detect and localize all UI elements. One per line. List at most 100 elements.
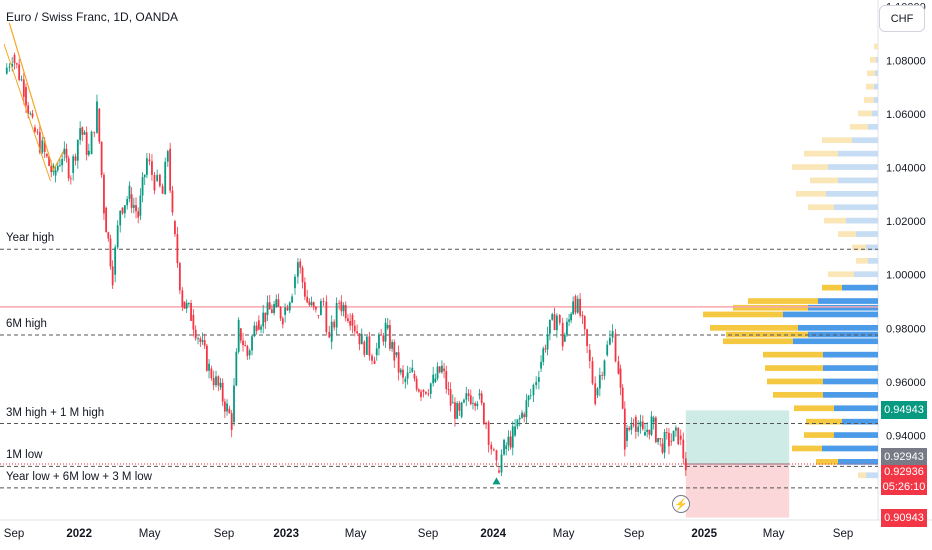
candle-body <box>128 185 131 199</box>
candle-body <box>427 393 430 395</box>
volume-profile-buy-bar <box>868 123 878 130</box>
candle-body <box>156 174 159 181</box>
candle-body <box>360 333 363 345</box>
price-axis-tick: 1.06000 <box>886 109 926 121</box>
candle-body <box>583 316 586 330</box>
candle-body <box>606 344 609 356</box>
candle-body <box>500 454 503 473</box>
candle-body <box>69 178 72 180</box>
candle-body <box>553 314 556 331</box>
price-axis-tick: 1.08000 <box>886 55 926 67</box>
entry-price-tag: 0.92943 <box>881 448 927 467</box>
candle-body <box>505 445 508 449</box>
candle-body <box>262 312 265 327</box>
volume-profile-buy-bar <box>822 445 878 452</box>
volume-profile-sell-bar <box>763 351 823 358</box>
candle-body <box>212 378 215 386</box>
candle-body <box>8 66 11 68</box>
candle-body <box>169 148 172 191</box>
candle-body <box>50 165 53 173</box>
candle-body <box>460 402 463 417</box>
time-axis-tick: Sep <box>3 528 25 540</box>
trend-line <box>8 22 64 172</box>
candle-body <box>598 374 601 389</box>
candle-body <box>474 403 477 407</box>
candle-body <box>581 314 584 317</box>
volume-profile-sell-bar <box>792 445 822 452</box>
candle-body <box>72 156 75 173</box>
volume-profile-buy-bar <box>823 392 878 398</box>
candle-body <box>382 335 385 342</box>
candle-body <box>13 54 16 64</box>
time-axis-tick: 2023 <box>273 528 299 540</box>
candle-body <box>363 341 366 355</box>
candle-body <box>549 319 551 334</box>
candle-body <box>463 399 465 403</box>
candle-body <box>25 87 27 106</box>
volume-profile-buy-bar <box>876 56 878 63</box>
candle-body <box>476 403 479 407</box>
candle-body <box>11 63 14 67</box>
volume-profile-buy-bar <box>838 459 878 465</box>
candle-body <box>299 261 302 268</box>
time-axis-tick: May <box>762 528 785 540</box>
candle-body <box>139 195 142 216</box>
volume-profile-sell-bar <box>703 311 783 318</box>
volume-profile-buy-bar <box>798 325 878 331</box>
time-axis-tick: 2025 <box>691 528 717 540</box>
candle-body <box>566 321 568 335</box>
candle-body <box>465 393 468 400</box>
candle-body <box>130 194 133 208</box>
volume-profile-buy-bar <box>834 204 878 211</box>
candle-body <box>111 266 114 286</box>
candle-body <box>525 400 528 418</box>
candle-body <box>158 174 161 187</box>
time-axis-tick: Sep <box>832 528 854 540</box>
candle-body <box>335 302 338 328</box>
candle-body <box>449 389 452 406</box>
candle-body <box>432 374 435 384</box>
candle-body <box>665 431 668 433</box>
currency-button[interactable]: CHF <box>879 5 925 32</box>
profit-zone <box>685 410 790 464</box>
candle-body <box>591 361 594 384</box>
volume-profile-buy-bar <box>846 217 878 224</box>
stop-price-tag: 0.90943 <box>881 508 927 527</box>
candle-body <box>183 301 186 309</box>
volume-profile-buy-bar <box>834 405 878 412</box>
candle-body <box>268 302 271 310</box>
candle-body <box>279 307 282 319</box>
candle-body <box>251 336 253 351</box>
candle-body <box>424 391 427 394</box>
candle-body <box>443 368 445 372</box>
candle-body <box>164 161 167 195</box>
volume-profile-buy-bar <box>828 164 878 170</box>
candle-body <box>617 361 620 374</box>
volume-profile-buy-bar <box>852 137 878 144</box>
volume-profile-buy-bar <box>874 83 878 90</box>
candle-body <box>356 331 359 334</box>
current-price-value: 0.92936 <box>884 465 924 478</box>
lightning-icon[interactable]: ⚡ <box>672 495 690 513</box>
price-axis-tick: 1.04000 <box>886 163 926 175</box>
candle-body <box>684 458 687 471</box>
volume-profile-sell-bar <box>874 43 878 50</box>
candle-body <box>239 328 242 341</box>
candle-body <box>18 64 21 80</box>
candle-body <box>197 338 199 340</box>
candle-body <box>308 301 311 305</box>
volume-profile-buy-bar <box>875 70 878 77</box>
candle-body <box>48 156 50 166</box>
candle-body <box>480 393 483 404</box>
candle-body <box>109 238 112 267</box>
candle-body <box>190 303 192 321</box>
volume-profile-buy-bar <box>808 331 878 338</box>
candle-body <box>351 314 354 326</box>
candle-body <box>487 422 490 445</box>
candle-body <box>178 263 181 291</box>
candle-body <box>310 302 313 305</box>
candle-body <box>670 440 673 442</box>
price-axis-tick: 1.02000 <box>886 216 926 228</box>
candle-body <box>228 408 231 414</box>
